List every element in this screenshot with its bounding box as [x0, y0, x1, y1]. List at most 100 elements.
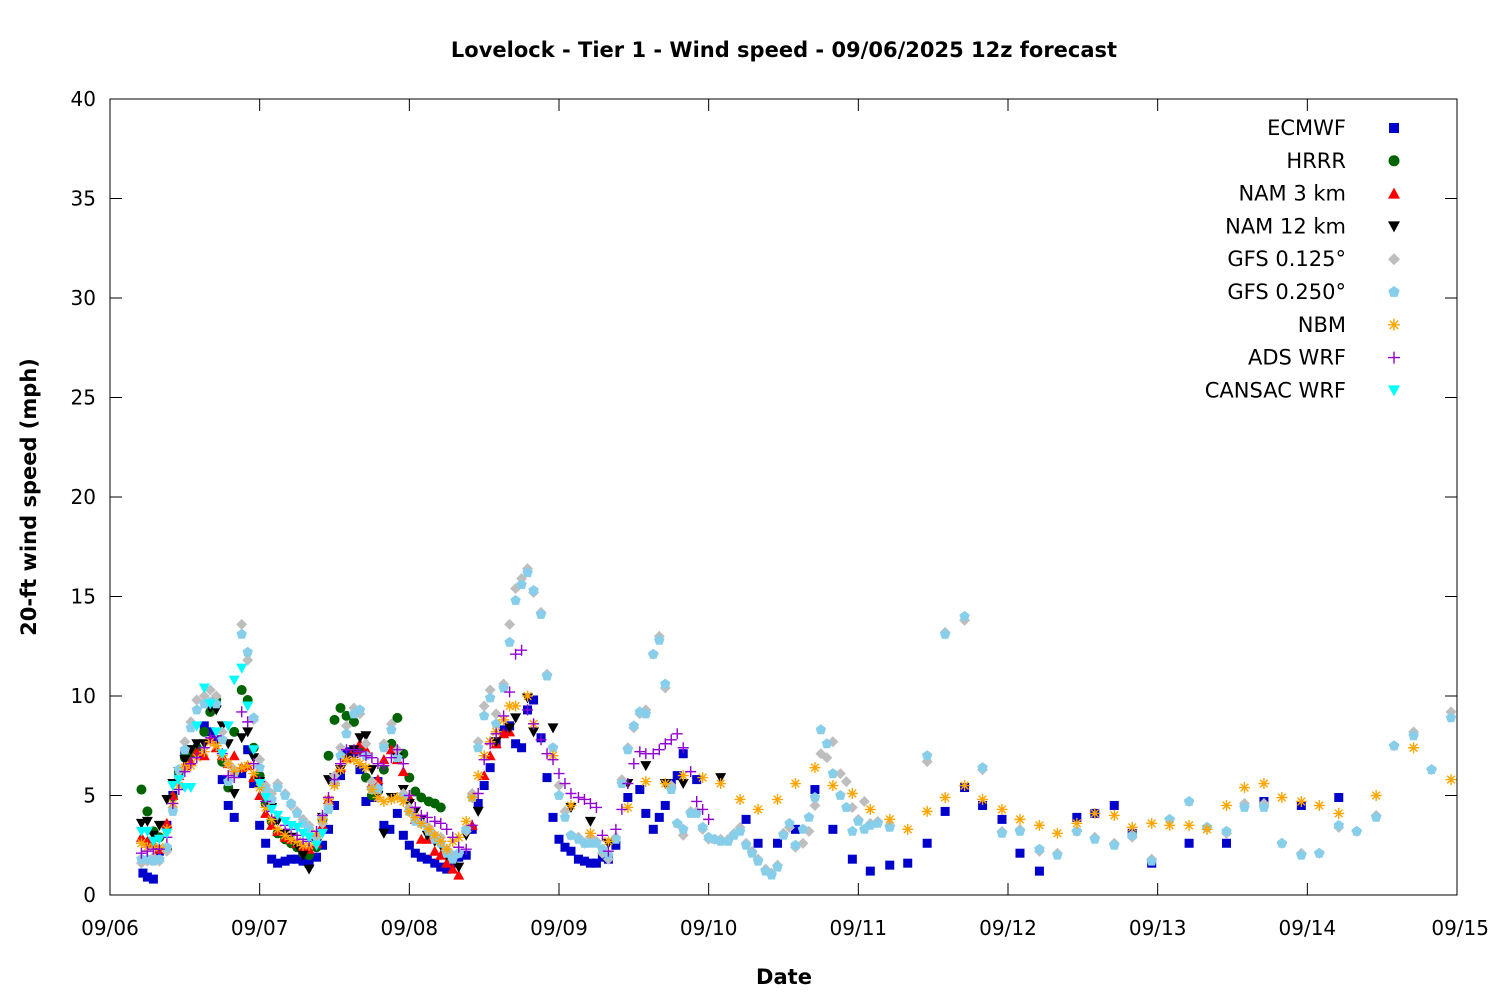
point-ecmwf [611, 840, 621, 850]
point-ecmwf [261, 838, 271, 848]
chart-title: Lovelock - Tier 1 - Wind speed - 09/06/2… [451, 38, 1117, 62]
point-cansac-wrf [147, 836, 159, 847]
point-ecmwf [741, 814, 751, 824]
point-gfs-0-250 [872, 817, 883, 828]
point-nbm [329, 780, 340, 792]
point-gfs-0-125 [504, 618, 516, 630]
point-nam-12-km [161, 794, 173, 805]
point-nbm [522, 690, 534, 702]
point-nam-12-km [528, 727, 540, 738]
point-ecmwf [517, 743, 527, 753]
point-nbm [809, 762, 821, 774]
point-gfs-0-250 [553, 790, 565, 800]
point-nbm [378, 795, 390, 807]
point-gfs-0-250 [1239, 801, 1250, 812]
point-ecmwf [579, 856, 589, 866]
point-ecmwf [753, 838, 763, 848]
point-nbm [715, 778, 727, 790]
point-ecmwf [790, 824, 800, 834]
point-nbm [1108, 809, 1120, 821]
point-nbm [1051, 827, 1063, 839]
point-ecmwf [978, 800, 988, 810]
point-gfs-0-250 [959, 610, 970, 621]
point-gfs-0-250 [1164, 813, 1175, 824]
point-ecmwf [422, 854, 432, 864]
point-nbm [1276, 791, 1288, 803]
point-ecmwf [554, 834, 564, 844]
point-ecmwf [810, 785, 820, 795]
point-ecmwf [223, 800, 233, 810]
y-axis-label: 20-ft wind speed (mph) [17, 358, 41, 636]
point-hrrr [142, 806, 153, 817]
point-nam-12-km [228, 789, 240, 800]
point-ads-wrf [628, 758, 640, 770]
point-ads-wrf [622, 778, 634, 790]
point-gfs-0-250 [528, 585, 539, 595]
point-nbm [1408, 742, 1420, 754]
point-ecmwf [398, 830, 408, 840]
point-ads-wrf [559, 778, 571, 790]
point-ecmwf [148, 874, 158, 884]
point-cansac-wrf [153, 834, 165, 845]
point-gfs-0-250 [815, 724, 827, 735]
point-nam-3-km [429, 845, 441, 856]
point-cansac-wrf [272, 810, 284, 821]
point-hrrr [236, 685, 247, 696]
point-ads-wrf [596, 829, 608, 841]
point-nam-3-km [478, 770, 490, 781]
point-gfs-0-250 [1388, 740, 1400, 751]
point-nbm [272, 823, 284, 835]
point-gfs-0-250 [654, 634, 665, 645]
point-cansac-wrf [236, 663, 248, 674]
legend-label-nbm: NBM [1298, 313, 1346, 337]
point-nbm [472, 770, 484, 782]
point-ecmwf [273, 858, 283, 868]
point-cansac-wrf [248, 745, 260, 756]
point-nbm [403, 805, 415, 817]
legend-marker-ecmwf [1389, 123, 1399, 133]
point-gfs-0-125 [340, 720, 352, 732]
point-ads-wrf [385, 752, 397, 764]
point-ads-wrf [610, 823, 622, 835]
point-nam-12-km [472, 806, 484, 817]
point-ads-wrf [153, 843, 165, 855]
point-ecmwf [1034, 866, 1044, 876]
point-ecmwf [623, 792, 633, 802]
point-cansac-wrf [222, 721, 234, 732]
point-nam-12-km [677, 779, 689, 790]
point-gfs-0-250 [242, 646, 253, 657]
point-nbm [423, 823, 435, 835]
point-gfs-0-250 [1333, 819, 1344, 830]
point-ads-wrf [334, 758, 346, 770]
point-ecmwf [392, 808, 402, 818]
point-ecmwf [237, 769, 247, 779]
point-ecmwf [436, 862, 446, 872]
point-nam-3-km [254, 790, 266, 800]
point-nbm [435, 835, 447, 847]
point-hrrr [435, 802, 446, 813]
point-ecmwf [442, 864, 452, 874]
point-gfs-0-250 [341, 728, 352, 739]
point-nbm [285, 833, 297, 845]
point-ecmwf [312, 852, 322, 862]
point-gfs-0-250 [746, 847, 758, 858]
point-ads-wrf [228, 772, 240, 784]
point-nam-3-km [484, 750, 496, 761]
point-ads-wrf [659, 738, 671, 750]
point-gfs-0-250 [884, 821, 895, 832]
point-gfs-0-250 [1296, 849, 1307, 860]
point-ecmwf [330, 800, 339, 810]
point-cansac-wrf [210, 727, 222, 738]
point-gfs-0-250 [660, 678, 671, 689]
legend-marker-cansac-wrf [1388, 385, 1400, 397]
y-tick-label: 30 [71, 286, 96, 310]
point-ecmwf [379, 820, 389, 830]
point-nam-12-km [297, 850, 309, 861]
point-ads-wrf [191, 752, 203, 764]
point-ecmwf [404, 840, 414, 850]
point-ads-wrf [616, 803, 628, 815]
point-gfs-0-250 [752, 855, 764, 866]
point-cansac-wrf [254, 779, 266, 790]
point-ecmwf [318, 840, 328, 850]
point-nbm [752, 803, 764, 815]
